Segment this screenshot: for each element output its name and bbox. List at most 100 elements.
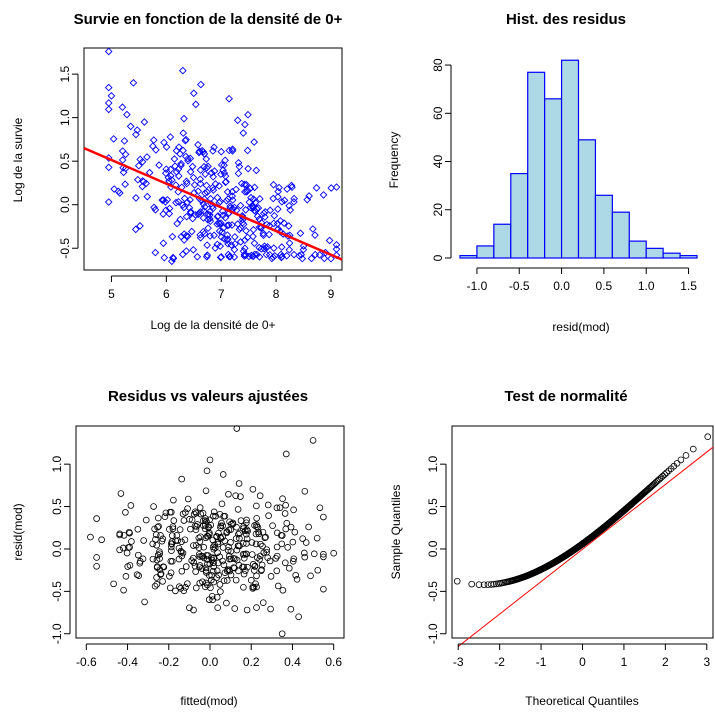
residual-point xyxy=(182,584,189,591)
survival-point xyxy=(203,251,212,260)
panel1-y-tick-label: -0.5 xyxy=(58,238,72,259)
panel3-x-axis: -0.6 -0.4 -0.2 0.0 0.2 0.4 0.6 xyxy=(76,643,342,669)
histogram-bar xyxy=(577,139,597,259)
survival-point xyxy=(215,227,224,235)
residual-point xyxy=(240,583,247,591)
residual-point xyxy=(158,537,166,545)
residual-point xyxy=(267,605,274,613)
survival-point xyxy=(307,254,316,263)
panel2-x-label: resid(mod) xyxy=(552,320,609,334)
residual-point xyxy=(237,493,244,500)
panel1-x-tick-label: 6 xyxy=(163,287,170,301)
panel4-y-label: Sample Quantiles xyxy=(389,485,403,580)
residual-point xyxy=(133,571,141,578)
residual-point xyxy=(272,555,280,562)
survival-point xyxy=(282,251,291,260)
survival-point xyxy=(224,239,232,248)
residual-point xyxy=(206,516,213,524)
survival-point xyxy=(188,162,197,171)
panel2-x-tick-label: 1.0 xyxy=(638,279,655,293)
panel3-x-label: fitted(mod) xyxy=(180,694,237,708)
panel4-y-tick-label: -0.5 xyxy=(426,581,440,602)
residual-point xyxy=(178,567,186,575)
residual-point xyxy=(156,548,163,555)
panel4-x-label: Theoretical Quantiles xyxy=(525,694,638,708)
residual-point xyxy=(314,566,322,574)
residual-point xyxy=(176,526,184,533)
survival-point xyxy=(225,252,234,261)
survival-point xyxy=(202,181,211,190)
residual-point xyxy=(257,540,264,548)
residual-point xyxy=(236,529,243,537)
residual-point xyxy=(283,519,291,527)
qq-point xyxy=(453,577,461,585)
survival-point xyxy=(195,209,203,218)
residual-point xyxy=(210,578,218,586)
qq-point xyxy=(682,452,690,459)
residual-point xyxy=(128,538,135,545)
residual-point xyxy=(192,526,200,533)
residual-point xyxy=(213,593,221,601)
residual-point xyxy=(279,495,286,503)
residual-point xyxy=(235,480,243,487)
residual-point xyxy=(168,547,175,555)
survival-point xyxy=(150,203,158,212)
survival-point xyxy=(182,232,191,240)
residual-point xyxy=(134,551,142,559)
survival-point xyxy=(311,231,319,239)
residual-point xyxy=(259,599,267,606)
survival-point xyxy=(315,251,324,259)
survival-point xyxy=(182,212,191,221)
survival-point xyxy=(243,146,252,155)
residual-point xyxy=(204,552,212,559)
residual-point xyxy=(320,553,327,561)
residual-point xyxy=(204,560,211,568)
survival-point xyxy=(259,229,268,238)
residual-point xyxy=(279,586,287,594)
residual-point xyxy=(202,564,210,572)
residual-point xyxy=(227,539,234,546)
panel4-y-tick-label: 0.5 xyxy=(426,498,440,515)
residual-point xyxy=(215,529,222,537)
survival-point xyxy=(255,215,264,223)
residual-point xyxy=(178,552,186,560)
survival-point xyxy=(110,185,119,193)
survival-point xyxy=(252,205,261,213)
survival-point xyxy=(200,229,209,238)
residual-point xyxy=(159,578,166,585)
survival-point xyxy=(155,161,163,169)
residual-point xyxy=(239,540,247,547)
qq-point xyxy=(468,580,476,588)
survival-point xyxy=(178,66,187,75)
survival-point xyxy=(175,143,183,152)
survival-point xyxy=(236,238,245,246)
panel1-y-label: Log de la survie xyxy=(11,117,25,202)
survival-point xyxy=(217,161,226,169)
residual-point xyxy=(172,587,179,595)
survival-point xyxy=(251,198,260,207)
survival-point xyxy=(136,155,145,164)
survival-point xyxy=(236,201,245,210)
panel3-y-tick-label: 0.0 xyxy=(50,540,64,557)
panel3-x-tick-label: -0.2 xyxy=(158,655,179,669)
residual-point xyxy=(120,532,128,539)
panel-residual-histogram: Hist. des residus -1.0 -0.5 0.0 0.5 1.0 1.5 0… xyxy=(387,11,698,334)
panel2-title: Hist. des residus xyxy=(506,11,626,28)
residual-point xyxy=(243,531,250,538)
residual-point xyxy=(150,503,157,510)
residual-point xyxy=(239,551,247,558)
panel2-x-tick-label: 1.5 xyxy=(680,279,697,293)
survival-point xyxy=(299,245,308,254)
residual-point xyxy=(251,562,259,570)
residual-point xyxy=(233,523,240,531)
residual-point xyxy=(278,630,286,638)
survival-point xyxy=(177,161,185,170)
panel3-y-label: resid(mod) xyxy=(11,503,25,560)
survival-point xyxy=(277,243,286,251)
survival-point xyxy=(206,211,214,219)
survival-point xyxy=(118,103,127,112)
residual-point xyxy=(282,450,290,458)
residual-point xyxy=(151,582,159,590)
panel4-y-tick-label: 0.0 xyxy=(426,540,440,557)
qq-point xyxy=(490,580,498,588)
